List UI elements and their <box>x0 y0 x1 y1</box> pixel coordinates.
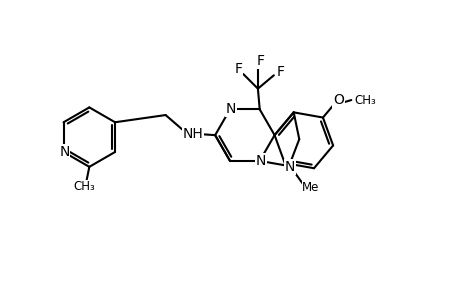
Text: NH: NH <box>183 127 203 141</box>
Text: N: N <box>225 102 235 116</box>
Text: CH₃: CH₃ <box>73 180 95 193</box>
Text: F: F <box>256 54 264 68</box>
Text: Me: Me <box>302 181 319 194</box>
Text: F: F <box>234 62 242 76</box>
Text: O: O <box>332 93 343 107</box>
Text: CH₃: CH₃ <box>353 94 375 106</box>
Text: F: F <box>276 65 284 79</box>
Text: N: N <box>284 160 295 174</box>
Text: N: N <box>255 154 265 168</box>
Text: N: N <box>59 145 70 159</box>
